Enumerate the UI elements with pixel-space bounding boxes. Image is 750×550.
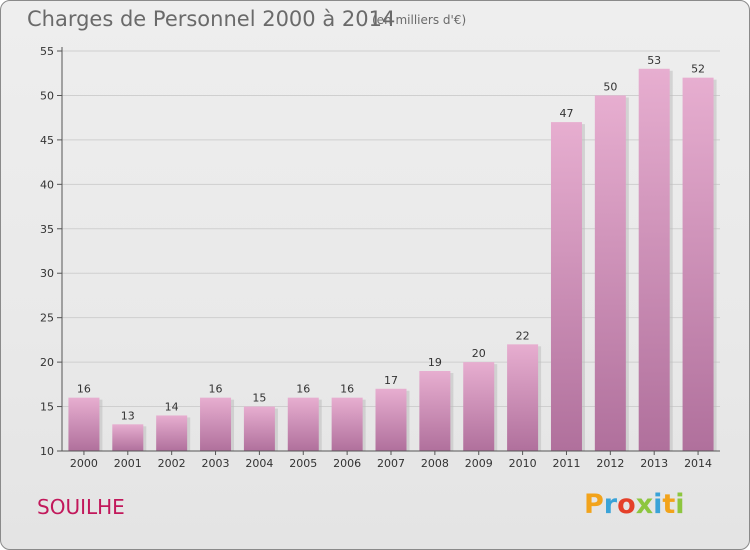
bar-value-label: 13 xyxy=(121,409,135,422)
x-tick-label: 2011 xyxy=(552,457,580,470)
bar xyxy=(638,68,670,452)
x-tick-label: 2004 xyxy=(245,457,273,470)
bar-value-label: 22 xyxy=(516,329,530,342)
bar xyxy=(112,424,144,451)
bar-value-label: 16 xyxy=(296,383,310,396)
logo-letter: t xyxy=(662,489,676,520)
bar-value-label: 47 xyxy=(559,107,573,120)
bar xyxy=(550,122,582,451)
x-tick-label: 2005 xyxy=(289,457,317,470)
y-tick-label: 50 xyxy=(40,89,54,102)
bar-value-label: 16 xyxy=(209,383,223,396)
axes xyxy=(57,47,720,455)
chart-title: Charges de Personnel 2000 à 2014 xyxy=(27,7,396,31)
labels: 10 15 20 25 30 35 40 45 50 55 16 2000 13 2001 14 2002 16… xyxy=(40,45,712,470)
bar xyxy=(682,77,714,452)
bar xyxy=(419,371,451,451)
bar-value-label: 17 xyxy=(384,374,398,387)
bar-value-label: 14 xyxy=(165,400,179,413)
bar-value-label: 53 xyxy=(647,54,661,67)
logo-letter: i xyxy=(675,489,685,520)
bar-value-label: 52 xyxy=(691,63,705,76)
bar-value-label: 20 xyxy=(472,347,486,360)
x-tick-label: 2000 xyxy=(70,457,98,470)
y-tick-label: 25 xyxy=(40,312,54,325)
bar xyxy=(68,397,100,451)
bar-value-label: 50 xyxy=(603,80,617,93)
logo-letter: x xyxy=(635,489,654,520)
x-tick-label: 2007 xyxy=(377,457,405,470)
bar xyxy=(375,388,407,451)
y-tick-label: 55 xyxy=(40,45,54,58)
logo-letter: i xyxy=(653,489,663,520)
chart-unit-note: (en milliers d'€) xyxy=(372,13,467,27)
logo-letter: P xyxy=(584,489,604,520)
bar-value-label: 15 xyxy=(252,392,266,405)
logo-letter: o xyxy=(617,489,636,520)
bar xyxy=(156,415,188,451)
x-tick-label: 2012 xyxy=(596,457,624,470)
x-tick-label: 2002 xyxy=(158,457,186,470)
y-tick-label: 30 xyxy=(40,267,54,280)
x-tick-label: 2013 xyxy=(640,457,668,470)
bar xyxy=(594,95,626,451)
bar-value-label: 16 xyxy=(77,383,91,396)
bar xyxy=(507,344,539,451)
bar xyxy=(463,362,495,451)
bars xyxy=(68,68,717,452)
bar-value-label: 19 xyxy=(428,356,442,369)
y-tick-label: 45 xyxy=(40,134,54,147)
y-tick-label: 40 xyxy=(40,178,54,191)
y-tick-label: 35 xyxy=(40,223,54,236)
bar xyxy=(243,406,275,451)
x-tick-label: 2010 xyxy=(509,457,537,470)
bar-value-label: 16 xyxy=(340,383,354,396)
y-tick-label: 20 xyxy=(40,356,54,369)
logo-letter: r xyxy=(603,489,618,520)
y-tick-label: 15 xyxy=(40,401,54,414)
x-tick-label: 2008 xyxy=(421,457,449,470)
x-tick-label: 2009 xyxy=(465,457,493,470)
x-tick-label: 2003 xyxy=(202,457,230,470)
bar xyxy=(331,397,363,451)
commune-name: SOUILHE xyxy=(37,495,125,519)
bar xyxy=(287,397,319,451)
x-tick-label: 2014 xyxy=(684,457,712,470)
bar xyxy=(200,397,232,451)
y-tick-label: 10 xyxy=(40,445,54,458)
x-tick-label: 2001 xyxy=(114,457,142,470)
proxiti-logo[interactable]: Proxiti xyxy=(584,489,685,520)
x-tick-label: 2006 xyxy=(333,457,361,470)
